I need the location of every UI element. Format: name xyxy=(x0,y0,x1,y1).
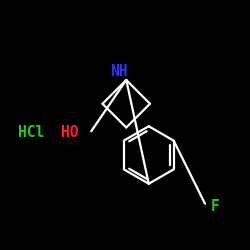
Text: F: F xyxy=(211,199,220,214)
Text: HCl: HCl xyxy=(18,125,44,140)
Text: NH: NH xyxy=(110,64,128,79)
Text: HO: HO xyxy=(61,125,79,140)
